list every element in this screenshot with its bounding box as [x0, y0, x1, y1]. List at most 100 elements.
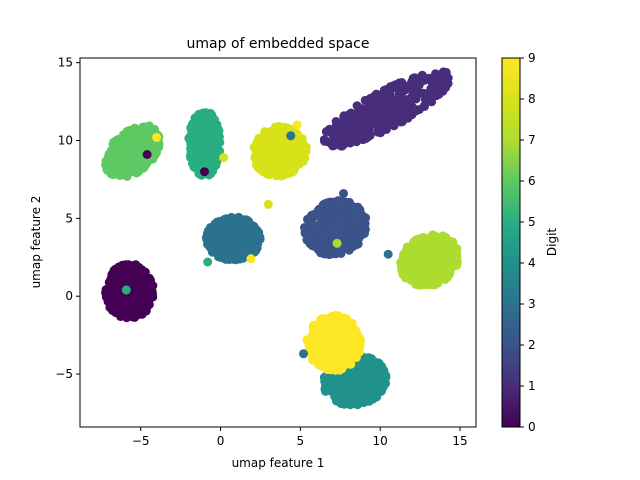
data-point — [312, 229, 322, 239]
data-point — [273, 170, 283, 180]
data-point — [128, 153, 138, 163]
data-point — [339, 226, 349, 236]
data-point — [144, 280, 154, 290]
data-point — [364, 389, 374, 399]
data-point — [326, 317, 336, 327]
data-point — [343, 359, 353, 369]
data-point — [125, 167, 135, 177]
colorbar-ticks: 0 1 2 3 4 5 6 7 8 9 — [520, 51, 536, 434]
data-point — [444, 253, 454, 263]
data-point — [344, 109, 354, 119]
data-point — [333, 219, 343, 229]
data-point — [370, 111, 380, 121]
data-point — [142, 137, 152, 147]
data-point — [246, 232, 256, 241]
data-point — [114, 157, 124, 167]
data-point — [424, 270, 434, 280]
data-point — [209, 228, 219, 238]
colorbar: 0 1 2 3 4 5 6 7 8 9 Digit — [501, 51, 559, 434]
data-point — [111, 308, 121, 318]
colorbar-tick-label: 5 — [528, 215, 536, 229]
data-point — [336, 249, 346, 258]
data-point — [450, 258, 460, 268]
data-point — [434, 78, 444, 88]
data-point — [308, 355, 318, 365]
cluster-digit-8 — [249, 121, 311, 181]
data-point — [297, 134, 307, 144]
data-point — [279, 122, 289, 132]
data-point — [315, 322, 325, 332]
data-point — [439, 237, 449, 246]
data-point — [127, 135, 137, 145]
cluster-digit-7 — [396, 230, 462, 290]
data-point — [216, 239, 226, 248]
outlier-point — [200, 167, 209, 177]
data-point — [433, 270, 442, 280]
data-point — [108, 287, 118, 297]
y-tick-label: 5 — [65, 211, 73, 225]
colorbar-tick-label: 3 — [528, 297, 536, 311]
colorbar-tick-label: 4 — [528, 256, 536, 270]
data-point — [386, 83, 396, 93]
data-point — [419, 101, 429, 111]
data-point — [224, 254, 234, 264]
data-point — [349, 383, 359, 393]
y-tick-label: 15 — [58, 56, 73, 70]
data-point — [433, 278, 443, 288]
colorbar-tick-label: 1 — [528, 379, 536, 393]
data-point — [101, 156, 111, 166]
data-point — [342, 334, 352, 344]
data-point — [410, 91, 420, 101]
data-point — [264, 167, 274, 177]
data-point — [222, 229, 232, 239]
data-point — [196, 143, 206, 153]
data-point — [208, 247, 217, 257]
data-point — [202, 149, 212, 159]
data-point — [223, 237, 233, 247]
data-point — [122, 260, 132, 270]
data-point — [250, 153, 260, 163]
plot-area — [79, 57, 477, 428]
data-point — [359, 128, 369, 138]
data-point — [418, 88, 428, 98]
data-point — [356, 361, 366, 371]
data-point — [365, 359, 375, 369]
data-point — [356, 372, 366, 382]
cluster-digit-5 — [184, 108, 225, 180]
outlier-point — [152, 132, 162, 142]
data-point — [307, 210, 316, 220]
x-axis: −5 0 5 10 15 — [132, 427, 468, 448]
data-point — [443, 73, 453, 83]
data-point — [389, 118, 399, 128]
data-point — [416, 263, 426, 272]
data-point — [144, 296, 154, 306]
data-point — [119, 310, 129, 320]
data-point — [349, 397, 359, 407]
data-point — [321, 233, 331, 243]
cluster-digit-9 — [302, 310, 366, 375]
data-point — [238, 253, 248, 263]
data-point — [316, 239, 325, 249]
data-point — [251, 145, 260, 155]
data-point — [307, 349, 317, 359]
outlier-point — [121, 285, 131, 295]
data-point — [319, 372, 329, 382]
data-point — [273, 148, 283, 158]
data-point — [135, 144, 145, 154]
data-point — [350, 215, 360, 225]
data-point — [338, 397, 348, 407]
data-point — [222, 218, 232, 228]
data-point — [413, 248, 423, 258]
data-point — [417, 269, 427, 279]
data-point — [340, 138, 350, 148]
data-point — [310, 221, 320, 230]
data-point — [202, 228, 212, 238]
outlier-point — [263, 199, 273, 209]
x-tick-label: 0 — [217, 434, 225, 448]
cluster-digit-0 — [101, 260, 158, 323]
x-tick-label: 15 — [452, 434, 467, 448]
y-tick-label: −5 — [55, 367, 73, 381]
y-tick-label: 10 — [58, 134, 73, 148]
points-layer — [101, 67, 462, 410]
